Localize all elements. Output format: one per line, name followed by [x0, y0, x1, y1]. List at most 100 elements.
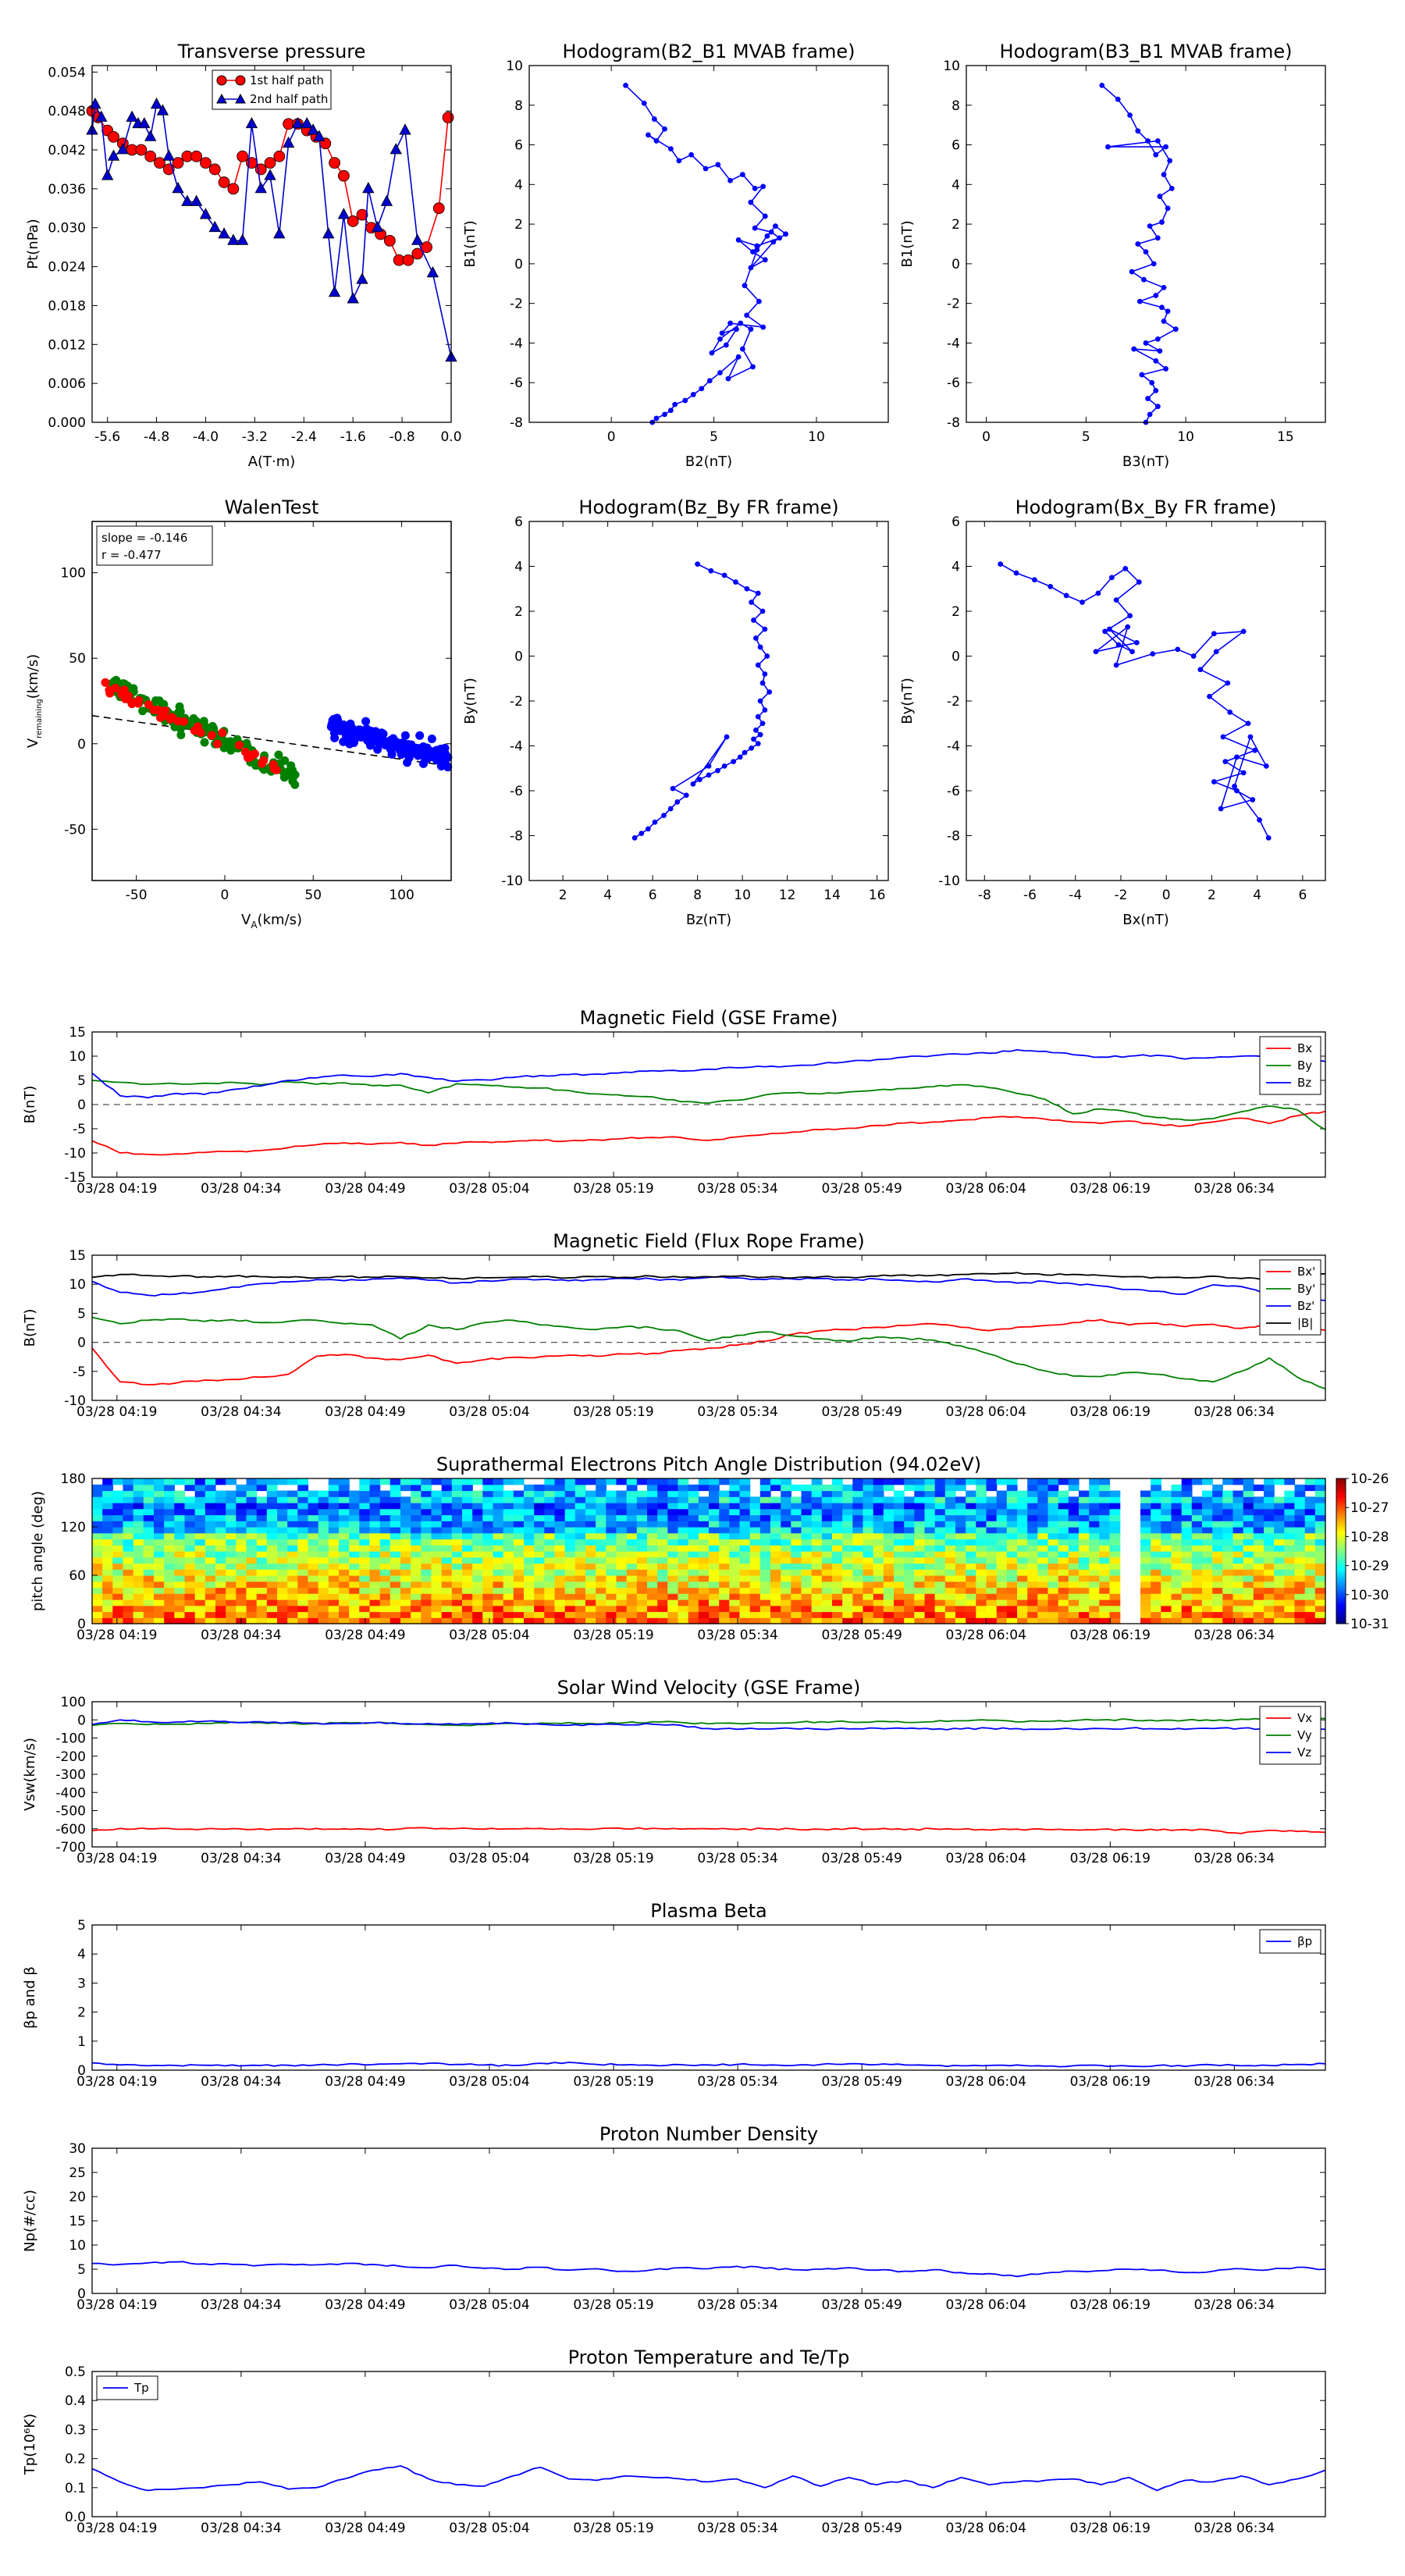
- panel8-cell: [184, 1545, 196, 1552]
- panel8-cell: [1222, 1545, 1234, 1552]
- panel0-point: [156, 104, 169, 116]
- panel8-cell: [894, 1587, 905, 1594]
- panel8-cell: [801, 1527, 813, 1534]
- panel8-cell: [102, 1581, 113, 1589]
- panel8-cell: [123, 1503, 134, 1510]
- panel8-cell: [842, 1551, 853, 1558]
- panel8-cell: [657, 1478, 668, 1485]
- panel8-cell: [729, 1490, 741, 1497]
- panel8-cell: [554, 1539, 566, 1546]
- panel8-cell: [1232, 1593, 1244, 1600]
- panel8-cell: [596, 1581, 606, 1589]
- panel8-cell: [503, 1599, 514, 1606]
- panel8-cell: [482, 1527, 494, 1534]
- panel8-cell: [164, 1514, 175, 1521]
- panel8-cell: [328, 1539, 340, 1546]
- panel8-cell: [123, 1593, 134, 1600]
- panel8-cell: [688, 1545, 699, 1552]
- panel3-annotation: slope = -0.146: [101, 531, 187, 545]
- panel8-cell: [1191, 1557, 1203, 1564]
- panel8-cell: [667, 1539, 679, 1546]
- panel8-cell: [955, 1484, 966, 1492]
- panel8-cell: [1109, 1569, 1121, 1576]
- panel11-xtick-label: 03/28 04:19: [76, 2297, 157, 2313]
- panel5-frame: [966, 521, 1326, 881]
- panel8-cell: [143, 1581, 155, 1589]
- panel8-cell: [102, 1575, 113, 1582]
- panel8-cell: [174, 1527, 186, 1534]
- panel8-cell: [1253, 1557, 1264, 1564]
- panel8-cell: [389, 1532, 401, 1540]
- panel8-cell: [328, 1581, 340, 1589]
- panel5-point: [1127, 613, 1133, 619]
- panel8-cell: [472, 1587, 483, 1594]
- panel8-cell: [791, 1503, 802, 1510]
- panel8-cell: [873, 1593, 884, 1600]
- panel8-cell: [411, 1496, 422, 1503]
- panel8-cell: [482, 1617, 494, 1624]
- panel8-cell: [1304, 1611, 1316, 1618]
- panel8-cell: [749, 1563, 761, 1570]
- panel8-cell: [596, 1593, 606, 1600]
- panel8-cell: [246, 1569, 258, 1576]
- panel8-cell: [1006, 1508, 1018, 1516]
- panel4-point: [706, 772, 712, 778]
- panel8-cell: [226, 1563, 237, 1570]
- panel5-point: [1240, 770, 1247, 776]
- panel8-cell: [1212, 1569, 1223, 1576]
- panel8-cell: [339, 1532, 350, 1540]
- panel8-cell: [400, 1545, 411, 1552]
- panel8-cell: [277, 1503, 288, 1510]
- panel4-point: [762, 671, 768, 677]
- panel2-xtick-label: 5: [1082, 429, 1090, 445]
- panel4-point: [737, 754, 743, 760]
- panel8-cell: [770, 1575, 781, 1582]
- panel8-cell: [709, 1514, 720, 1521]
- panel8-cell: [781, 1545, 791, 1552]
- panel8-cell: [287, 1593, 298, 1600]
- panel8-cell: [821, 1508, 833, 1516]
- panel5-ytick-label: -8: [947, 829, 960, 845]
- panel8-cell: [1006, 1478, 1018, 1485]
- panel8-cell: [493, 1514, 504, 1521]
- panel8-cell: [472, 1551, 483, 1558]
- panel1-point: [744, 312, 750, 318]
- panel8-cell: [1058, 1527, 1069, 1534]
- panel8-cell: [1264, 1527, 1275, 1534]
- panel8-cell: [996, 1551, 1008, 1558]
- panel8-cell: [308, 1617, 319, 1624]
- panel8-cell: [256, 1587, 268, 1594]
- panel7-xtick-label: 03/28 04:49: [325, 1404, 405, 1420]
- panel8-cell: [852, 1557, 864, 1564]
- panel8-cell: [236, 1611, 247, 1618]
- panel8-cell: [636, 1551, 648, 1558]
- panel8-cell: [986, 1593, 998, 1600]
- panel10-frame: [91, 1924, 1326, 2071]
- panel8-cell: [944, 1503, 956, 1510]
- panel8-cell: [1294, 1551, 1306, 1558]
- panel8-cell: [133, 1611, 144, 1618]
- panel8-cell: [626, 1575, 638, 1582]
- panel8-cell: [205, 1605, 216, 1613]
- panel8-cell: [451, 1551, 463, 1558]
- panel4-point: [695, 561, 701, 568]
- panel8-cell: [1294, 1611, 1306, 1618]
- panel8-cell: [832, 1490, 843, 1497]
- panel8-cell: [574, 1484, 586, 1492]
- panel8-cell: [729, 1478, 741, 1485]
- panel8-cell: [524, 1521, 535, 1528]
- panel8-cell: [184, 1563, 196, 1570]
- panel8-cell: [133, 1490, 144, 1497]
- panel8-cell: [832, 1551, 843, 1558]
- panel8-cell: [709, 1508, 720, 1516]
- panel8-cell: [339, 1617, 350, 1624]
- panel8-cell: [1006, 1605, 1018, 1613]
- panel8-cell: [719, 1563, 730, 1570]
- panel8-cell: [400, 1569, 411, 1576]
- panel8-cell: [297, 1478, 309, 1485]
- panel8-cell: [1089, 1521, 1100, 1528]
- panel0-point: [154, 157, 165, 169]
- panel8-cell: [400, 1527, 411, 1534]
- panel8-cell: [1151, 1575, 1161, 1582]
- panel4-point: [757, 644, 763, 650]
